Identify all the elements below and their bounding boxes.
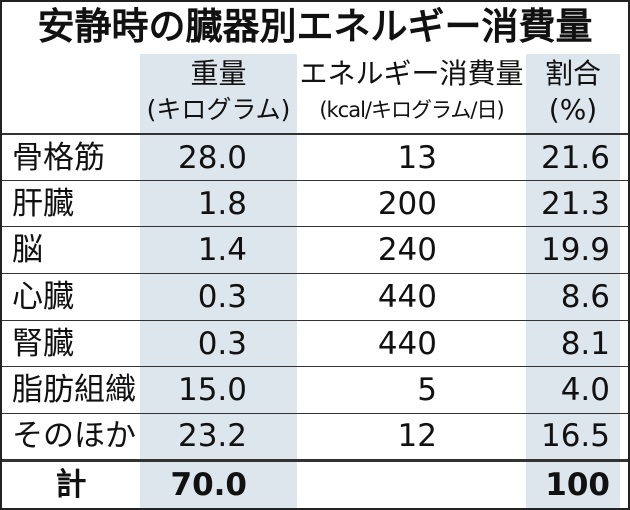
row-divider xyxy=(2,413,628,414)
weight-value: 0.3 xyxy=(197,279,247,315)
ratio-column-shade xyxy=(526,54,620,508)
weight-value: 15.0 xyxy=(177,372,247,408)
energy-value: 200 xyxy=(377,186,437,222)
col-header-ratio-line1: 割合 xyxy=(544,57,601,90)
ratio-value: 19.9 xyxy=(540,232,610,268)
row-divider xyxy=(2,180,628,181)
weight-value: 23.2 xyxy=(177,418,247,454)
row-divider xyxy=(2,320,628,321)
ratio-value: 8.6 xyxy=(560,279,610,315)
weight-value: 1.4 xyxy=(197,232,247,268)
energy-value: 13 xyxy=(397,140,437,176)
energy-value: 440 xyxy=(377,279,437,315)
organ-label: 脂肪組織 xyxy=(12,372,136,408)
energy-value: 5 xyxy=(417,372,437,408)
weight-value: 28.0 xyxy=(177,140,247,176)
row-divider xyxy=(2,226,628,227)
weight-column-shade xyxy=(140,54,297,508)
table-title: 安静時の臓器別エネルギー消費量 xyxy=(37,5,593,48)
organ-label: 脳 xyxy=(12,232,43,268)
energy-value: 240 xyxy=(377,232,437,268)
total-ratio-value: 100 xyxy=(545,467,610,503)
col-header-ratio-line2: (%) xyxy=(548,93,598,126)
ratio-value: 21.6 xyxy=(540,140,610,176)
col-header-energy-line1: エネルギー消費量 xyxy=(299,57,524,90)
ratio-value: 4.0 xyxy=(560,372,610,408)
header-divider xyxy=(2,133,628,135)
weight-value: 1.8 xyxy=(197,186,247,222)
total-divider xyxy=(2,459,628,462)
total-weight-value: 70.0 xyxy=(170,467,248,503)
col-header-weight-line1: 重量 xyxy=(190,57,247,90)
organ-label: 腎臓 xyxy=(12,326,74,362)
col-header-weight-line2: (キログラム) xyxy=(146,95,291,124)
ratio-value: 8.1 xyxy=(560,326,610,362)
organ-label: 肝臓 xyxy=(12,186,74,222)
weight-value: 0.3 xyxy=(197,326,247,362)
organ-label: 骨格筋 xyxy=(12,140,105,176)
row-divider xyxy=(2,273,628,274)
ratio-value: 16.5 xyxy=(540,418,610,454)
total-label: 計 xyxy=(55,467,87,503)
organ-label: 心臓 xyxy=(12,279,74,315)
row-divider xyxy=(2,366,628,367)
energy-value: 440 xyxy=(377,326,437,362)
organ-label: そのほか xyxy=(12,418,136,454)
col-header-energy-line2: (kcal/キログラム/日) xyxy=(319,98,504,122)
ratio-value: 21.3 xyxy=(540,186,610,222)
energy-value: 12 xyxy=(397,418,437,454)
